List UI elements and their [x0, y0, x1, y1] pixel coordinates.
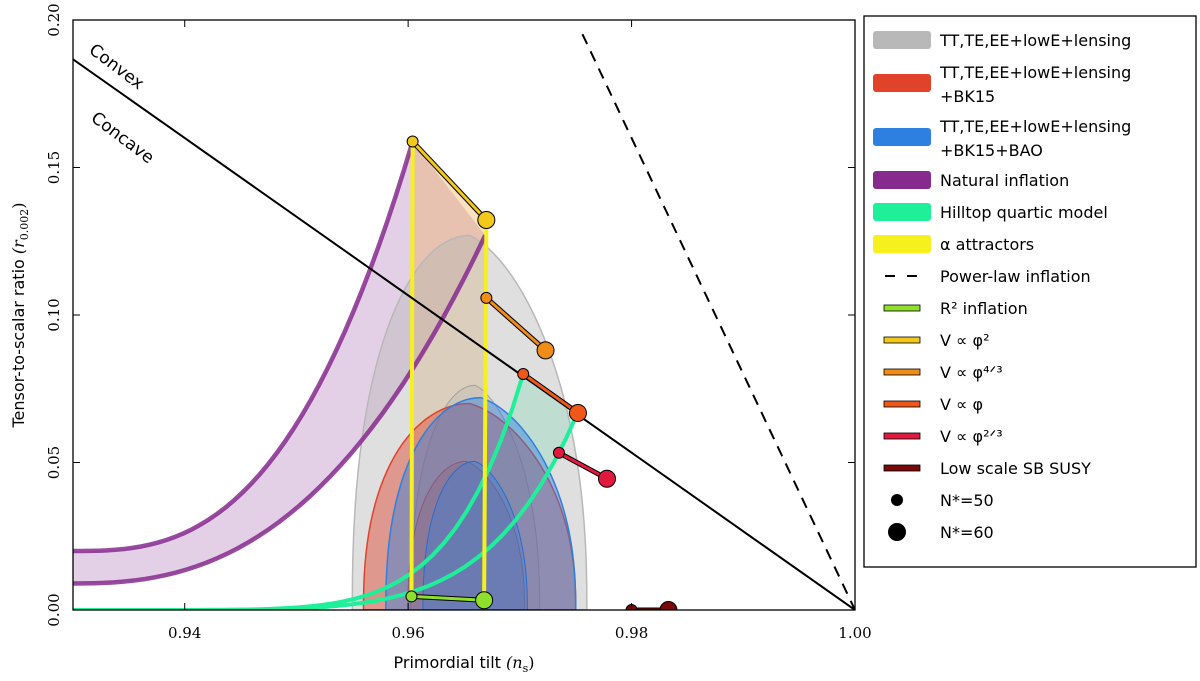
power-law-inflation-line	[581, 33, 855, 610]
legend-item-5: α attractors	[873, 235, 1034, 254]
model-segment-4	[552, 446, 616, 488]
legend-label: Natural inflation	[940, 171, 1069, 190]
model-point-n60	[597, 469, 616, 488]
legend-item-13: N*=50	[891, 491, 994, 510]
model-point-n50	[552, 446, 565, 459]
model-segment-0	[405, 590, 494, 610]
convex-concave-boundary-line	[73, 58, 855, 610]
model-point-n50	[406, 135, 419, 148]
y-tick-label: 0.00	[45, 593, 63, 626]
legend-swatch-line	[883, 400, 921, 408]
axis-ticks: 0.94 0.96 0.98 1.00 0.00 0.05 0.10 0.15 0.20	[45, 3, 872, 642]
x-tick-label: 0.94	[168, 624, 201, 642]
model-point-n60	[536, 341, 555, 360]
legend-item-11: V ∝ φ²ᐟ³	[883, 427, 1003, 446]
legend-swatch-patch	[873, 74, 931, 92]
legend-item-4: Hilltop quartic model	[873, 203, 1108, 222]
x-tick-label: 0.96	[391, 624, 424, 642]
alpha-attractors-band	[411, 141, 487, 601]
legend-swatch-patch	[873, 31, 931, 49]
legend-item-8: V ∝ φ²	[883, 331, 990, 350]
legend-label: Power-law inflation	[940, 267, 1091, 286]
model-segment-3	[517, 368, 587, 422]
legend-item-6: Power-law inflation	[885, 267, 1091, 286]
legend-label: V ∝ φ⁴ᐟ³	[940, 363, 1003, 382]
legend-item-14: N*=60	[888, 523, 994, 542]
model-point-n60	[659, 601, 678, 610]
legend-swatch-line	[883, 432, 921, 440]
x-axis-label: Primordial tilt (ns)	[394, 653, 535, 675]
contour-bao-inner	[422, 460, 528, 610]
alpha-attractor-line-n60	[482, 219, 489, 601]
natural-inflation-lower-curve	[73, 234, 488, 586]
y-tick-label: 0.15	[45, 151, 63, 184]
legend-label: TT,TE,EE+lowE+lensing	[939, 117, 1131, 136]
x-tick-label: 0.98	[615, 624, 648, 642]
legend-swatch-patch	[873, 235, 931, 253]
model-point-n60	[475, 591, 494, 610]
legend-swatch-line	[883, 368, 921, 376]
legend-label: N*=50	[940, 491, 994, 510]
legend-swatch-line	[883, 304, 921, 312]
y-tick-label: 0.10	[45, 298, 63, 331]
legend-item-9: V ∝ φ⁴ᐟ³	[883, 363, 1003, 382]
natural-inflation-band	[73, 141, 486, 584]
model-segment-line	[411, 140, 488, 222]
legend-label: R² inflation	[940, 299, 1028, 318]
model-point-n50	[405, 590, 418, 603]
legend-frame	[863, 15, 1197, 568]
annotation-convex: Convex	[85, 40, 148, 94]
legend-label: +BK15+BAO	[940, 141, 1043, 160]
model-segment-line	[522, 372, 579, 415]
model-point-n60	[568, 403, 587, 422]
legend-item-12: Low scale SB SUSY	[883, 459, 1091, 478]
legend-label: V ∝ φ	[940, 395, 983, 414]
legend-label: V ∝ φ²	[940, 331, 990, 350]
y-tick-label: 0.20	[45, 3, 63, 36]
model-point-n50	[480, 291, 493, 304]
alpha-attractor-line-n50	[409, 141, 415, 597]
legend-swatch-dot-small	[891, 494, 903, 506]
model-segment-line	[558, 451, 608, 481]
legend-item-3: Natural inflation	[873, 171, 1069, 190]
legend-item-1: TT,TE,EE+lowE+lensing +BK15	[873, 63, 1131, 106]
model-segment-line	[411, 594, 485, 602]
legend-label: TT,TE,EE+lowE+lensing	[939, 63, 1131, 82]
legend-swatch-patch	[873, 171, 931, 189]
natural-inflation-upper-curve	[73, 140, 415, 554]
contour-bk15-inner	[407, 460, 526, 610]
legend-label: α attractors	[940, 235, 1034, 254]
legend-label: +BK15	[940, 87, 995, 106]
legend-label: Low scale SB SUSY	[940, 459, 1091, 478]
y-tick-label: 0.05	[45, 446, 63, 479]
model-segment-1	[406, 135, 496, 230]
annotation-concave: Concave	[87, 108, 158, 168]
legend-swatch-patch	[873, 203, 931, 221]
plot-area	[73, 33, 855, 610]
legend-label: V ∝ φ²ᐟ³	[940, 427, 1003, 446]
legend: TT,TE,EE+lowE+lensingTT,TE,EE+lowE+lensi…	[863, 15, 1197, 568]
model-point-n60	[477, 211, 496, 230]
model-segment-2	[480, 291, 555, 360]
model-point-n50	[517, 368, 530, 380]
legend-item-2: TT,TE,EE+lowE+lensing +BK15+BAO	[873, 117, 1131, 160]
x-tick-label: 1.00	[838, 624, 871, 642]
legend-item-0: TT,TE,EE+lowE+lensing	[873, 31, 1131, 50]
legend-swatch-dot-large	[888, 523, 906, 541]
legend-item-7: R² inflation	[883, 299, 1028, 318]
legend-label: TT,TE,EE+lowE+lensing	[939, 31, 1131, 50]
y-axis-label: Tensor-to-scalar ratio (r0.002)	[9, 202, 31, 428]
legend-item-10: V ∝ φ	[883, 395, 983, 414]
legend-swatch-line	[883, 464, 921, 472]
legend-swatch-line	[883, 336, 921, 344]
legend-label: N*=60	[940, 523, 994, 542]
legend-swatch-patch	[873, 128, 931, 146]
model-segment-line	[485, 296, 547, 352]
hilltop-band	[73, 374, 580, 610]
legend-label: Hilltop quartic model	[940, 203, 1108, 222]
